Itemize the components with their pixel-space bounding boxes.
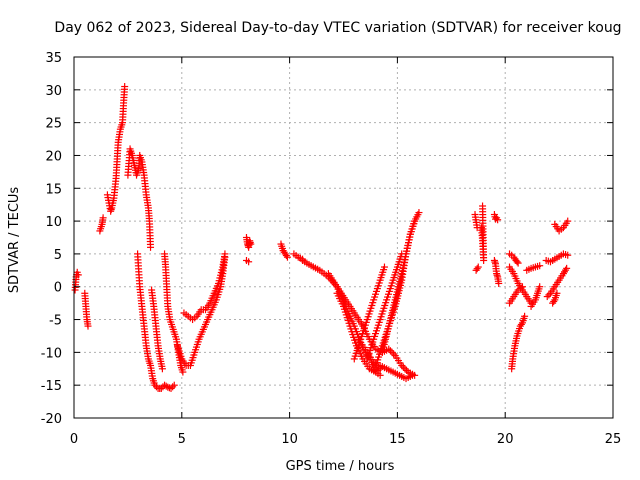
- data-point: [84, 322, 92, 330]
- data-point: [536, 283, 544, 291]
- data-point: [408, 371, 416, 379]
- x-tick-label: 25: [605, 432, 622, 447]
- data-point: [165, 384, 173, 392]
- grid-lines: [74, 57, 613, 418]
- chart-title: Day 062 of 2023, Sidereal Day-to-day VTE…: [54, 20, 621, 36]
- x-tick-label: 15: [389, 432, 406, 447]
- data-point: [399, 363, 407, 371]
- data-point: [473, 265, 481, 273]
- data-point: [518, 283, 526, 291]
- data-point: [390, 350, 398, 358]
- x-axis-label: GPS time / hours: [286, 459, 395, 474]
- data-point: [245, 258, 253, 266]
- data-point: [521, 312, 529, 320]
- x-tick-label: 5: [178, 432, 186, 447]
- data-point: [386, 347, 394, 355]
- y-tick-label: 35: [45, 51, 62, 66]
- data-point: [282, 252, 290, 260]
- data-point: [564, 217, 572, 225]
- data-point: [147, 243, 155, 251]
- data-point: [158, 365, 166, 373]
- data-point: [388, 348, 396, 356]
- plot-frame: [73, 56, 614, 419]
- x-tick-label: 20: [497, 432, 514, 447]
- data-point: [401, 365, 409, 373]
- data-points: [71, 83, 572, 392]
- data-point: [247, 240, 255, 248]
- data-point: [398, 361, 406, 369]
- data-point: [545, 291, 553, 299]
- y-tick-label: 30: [45, 84, 62, 99]
- data-point: [543, 293, 551, 301]
- y-axis-label: SDTVAR / TECUs: [7, 187, 22, 294]
- data-point: [517, 320, 525, 328]
- x-tick-label: 10: [281, 432, 298, 447]
- data-point: [553, 289, 561, 297]
- data-point: [403, 366, 411, 374]
- y-tick-label: 5: [54, 248, 62, 263]
- y-tick-label: -15: [41, 379, 62, 394]
- y-tick-label: 10: [45, 215, 62, 230]
- data-point: [99, 214, 107, 222]
- data-point: [179, 368, 187, 376]
- data-point: [385, 345, 393, 353]
- data-point: [479, 202, 487, 210]
- data-point: [513, 258, 521, 266]
- data-point: [283, 253, 291, 261]
- data-point: [152, 383, 160, 391]
- data-point: [514, 259, 522, 267]
- axis-ticks: 0 5 10 15 20 25 -20 -15 -10 -5 0 5 10 15 20 25 30 35: [41, 51, 622, 447]
- data-point: [157, 384, 165, 392]
- data-point: [221, 250, 229, 258]
- data-point: [121, 83, 129, 91]
- data-point: [162, 382, 170, 390]
- data-point: [167, 384, 175, 392]
- data-point: [380, 263, 388, 271]
- y-tick-label: -10: [41, 346, 62, 361]
- data-point: [376, 371, 384, 379]
- y-tick-label: 20: [45, 149, 62, 164]
- y-tick-label: 0: [54, 281, 62, 296]
- data-point: [170, 381, 178, 389]
- data-point: [169, 383, 177, 391]
- data-point: [563, 264, 571, 272]
- data-point: [151, 381, 159, 389]
- data-point: [536, 262, 544, 270]
- data-point: [495, 279, 503, 287]
- data-point: [494, 216, 502, 224]
- y-tick-label: 25: [45, 117, 62, 132]
- y-tick-label: -20: [41, 412, 62, 427]
- data-point: [564, 251, 572, 259]
- x-tick-label: 0: [70, 432, 78, 447]
- data-point: [550, 297, 558, 305]
- y-tick-label: -5: [49, 314, 62, 329]
- data-point: [74, 271, 82, 279]
- data-point: [474, 263, 482, 271]
- data-point: [415, 209, 423, 217]
- y-tick-label: 15: [45, 182, 62, 197]
